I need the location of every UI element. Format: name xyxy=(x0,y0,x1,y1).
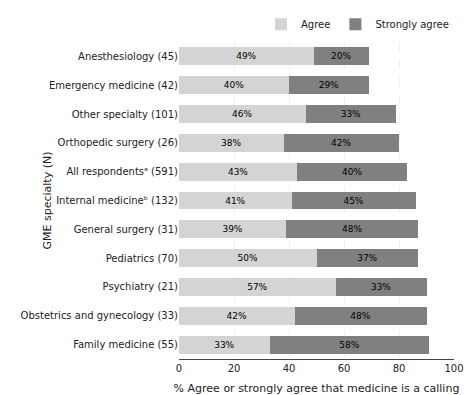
svg-text:100: 100 xyxy=(444,363,463,374)
svg-text:46%: 46% xyxy=(232,109,252,119)
svg-text:Family medicine (55): Family medicine (55) xyxy=(73,339,178,350)
svg-text:Other specialty (101): Other specialty (101) xyxy=(72,109,178,120)
svg-text:38%: 38% xyxy=(221,138,241,148)
svg-text:% Agree or strongly agree that: % Agree or strongly agree that medicine … xyxy=(174,382,460,395)
svg-text:Strongly agree: Strongly agree xyxy=(375,19,449,30)
svg-text:39%: 39% xyxy=(222,224,242,234)
svg-text:50%: 50% xyxy=(238,253,258,263)
svg-text:Emergency medicine (42): Emergency medicine (42) xyxy=(49,80,178,91)
svg-text:48%: 48% xyxy=(350,311,370,321)
svg-text:80: 80 xyxy=(393,363,406,374)
svg-text:41%: 41% xyxy=(225,196,245,206)
svg-text:29%: 29% xyxy=(319,80,339,90)
svg-text:All respondentsᵃ (591): All respondentsᵃ (591) xyxy=(66,166,178,177)
svg-text:33%: 33% xyxy=(341,109,361,119)
svg-text:40%: 40% xyxy=(224,80,244,90)
svg-text:49%: 49% xyxy=(236,51,256,61)
svg-text:40%: 40% xyxy=(342,167,362,177)
svg-text:Pediatrics (70): Pediatrics (70) xyxy=(106,253,178,264)
svg-text:40: 40 xyxy=(283,363,296,374)
svg-text:General surgery (31): General surgery (31) xyxy=(74,224,178,235)
svg-text:42%: 42% xyxy=(227,311,247,321)
svg-text:GME specialty (N): GME specialty (N) xyxy=(41,152,54,250)
svg-text:0: 0 xyxy=(176,363,182,374)
svg-text:37%: 37% xyxy=(357,253,377,263)
svg-text:57%: 57% xyxy=(247,282,267,292)
svg-text:42%: 42% xyxy=(331,138,351,148)
svg-text:45%: 45% xyxy=(343,196,363,206)
svg-text:20: 20 xyxy=(228,363,241,374)
svg-text:60: 60 xyxy=(338,363,351,374)
svg-text:Agree: Agree xyxy=(301,19,330,30)
svg-text:48%: 48% xyxy=(342,224,362,234)
svg-text:Orthopedic surgery (26): Orthopedic surgery (26) xyxy=(58,137,178,148)
svg-text:33%: 33% xyxy=(371,282,391,292)
svg-text:43%: 43% xyxy=(228,167,248,177)
svg-text:Psychiatry (21): Psychiatry (21) xyxy=(103,281,178,292)
svg-text:58%: 58% xyxy=(339,340,359,350)
svg-text:20%: 20% xyxy=(331,51,351,61)
svg-text:Obstetrics and gynecology (33): Obstetrics and gynecology (33) xyxy=(21,310,179,321)
svg-text:33%: 33% xyxy=(214,340,234,350)
svg-text:Anesthesiology (45): Anesthesiology (45) xyxy=(78,51,178,62)
svg-text:Internal medicineᵇ (132): Internal medicineᵇ (132) xyxy=(56,195,178,206)
